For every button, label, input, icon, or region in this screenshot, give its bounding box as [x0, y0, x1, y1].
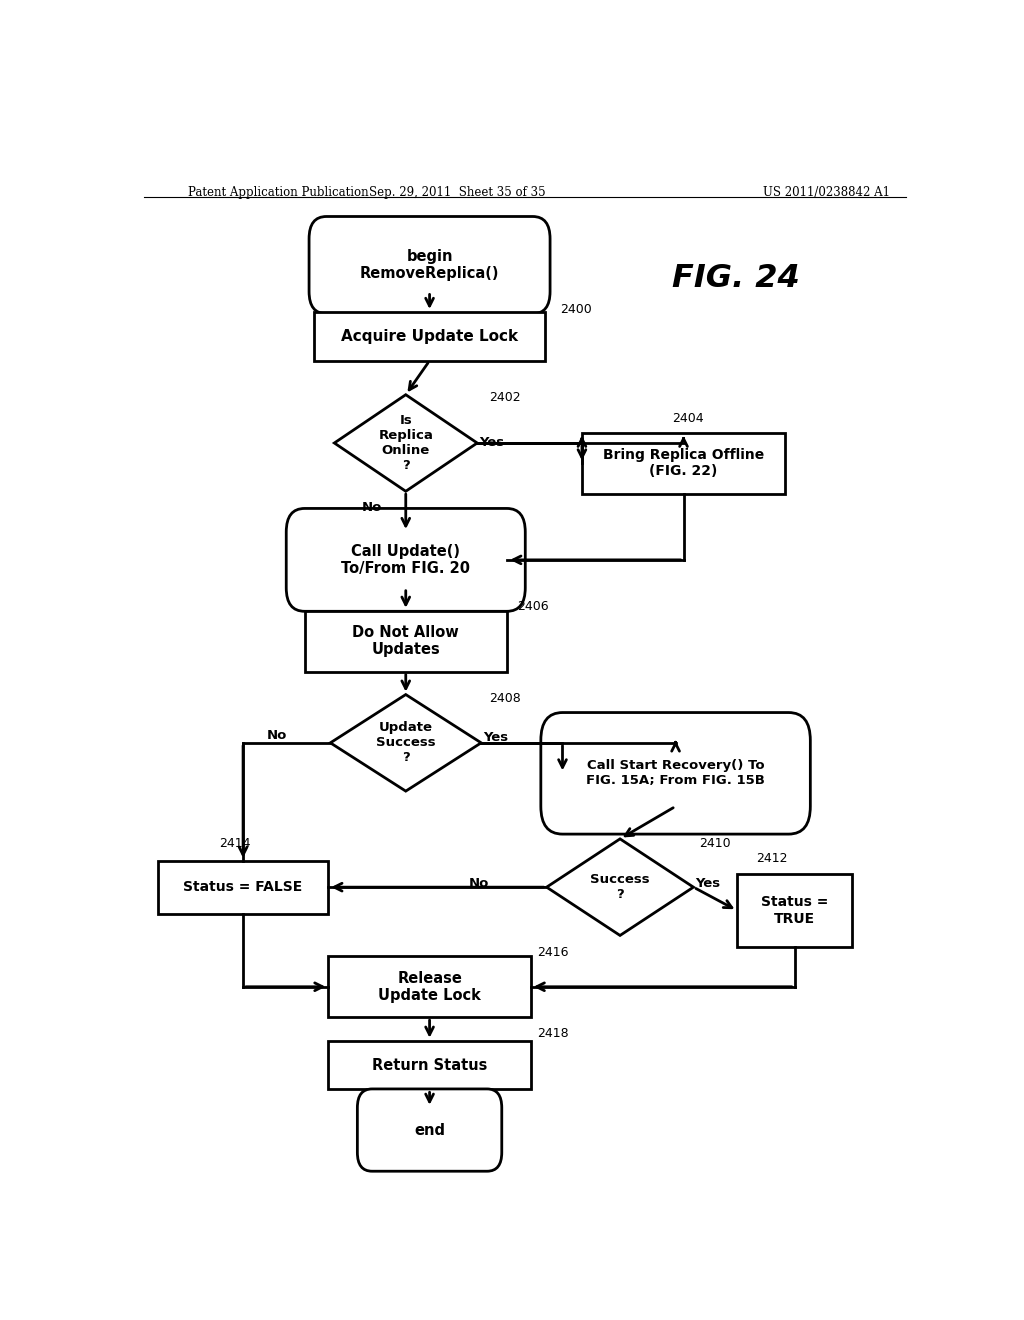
Text: Yes: Yes — [479, 437, 505, 450]
Text: 2400: 2400 — [560, 304, 592, 315]
Text: US 2011/0238842 A1: US 2011/0238842 A1 — [763, 186, 890, 199]
FancyBboxPatch shape — [309, 216, 550, 314]
Text: Success
?: Success ? — [590, 873, 650, 902]
Bar — [583, 433, 784, 494]
Polygon shape — [331, 694, 481, 791]
Text: FIG. 24: FIG. 24 — [672, 263, 800, 294]
Text: No: No — [362, 500, 383, 513]
Text: Yes: Yes — [483, 731, 509, 744]
Text: No: No — [267, 729, 288, 742]
Text: Call Start Recovery() To
FIG. 15A; From FIG. 15B: Call Start Recovery() To FIG. 15A; From … — [586, 759, 765, 787]
Text: 2402: 2402 — [489, 391, 521, 404]
Text: Patent Application Publication: Patent Application Publication — [187, 186, 369, 199]
Text: Status =
TRUE: Status = TRUE — [761, 895, 828, 925]
Text: begin
RemoveReplica(): begin RemoveReplica() — [359, 249, 500, 281]
Text: 2414: 2414 — [219, 837, 251, 850]
Text: 2408: 2408 — [489, 692, 521, 705]
Text: Return Status: Return Status — [372, 1057, 487, 1073]
Text: 2406: 2406 — [517, 599, 549, 612]
Text: Do Not Allow
Updates: Do Not Allow Updates — [352, 624, 459, 657]
Text: end: end — [414, 1122, 445, 1138]
Text: 2404: 2404 — [673, 412, 705, 425]
Text: Yes: Yes — [695, 876, 721, 890]
Text: 2410: 2410 — [699, 837, 731, 850]
Text: Call Update()
To/From FIG. 20: Call Update() To/From FIG. 20 — [341, 544, 470, 576]
Text: No: No — [469, 876, 489, 890]
Text: 2418: 2418 — [537, 1027, 568, 1040]
FancyBboxPatch shape — [357, 1089, 502, 1171]
Text: Acquire Update Lock: Acquire Update Lock — [341, 329, 518, 343]
Text: Status = FALSE: Status = FALSE — [183, 880, 303, 894]
Text: Is
Replica
Online
?: Is Replica Online ? — [378, 414, 433, 473]
Polygon shape — [547, 840, 693, 936]
Text: Sep. 29, 2011  Sheet 35 of 35: Sep. 29, 2011 Sheet 35 of 35 — [369, 186, 546, 199]
Text: Bring Replica Offline
(FIG. 22): Bring Replica Offline (FIG. 22) — [603, 449, 764, 478]
Bar — [304, 611, 507, 672]
Text: 2416: 2416 — [537, 946, 568, 960]
Bar — [329, 956, 530, 1018]
Text: Update
Success
?: Update Success ? — [376, 721, 435, 764]
Bar — [329, 1040, 530, 1089]
FancyBboxPatch shape — [287, 508, 525, 611]
Text: 2412: 2412 — [757, 851, 788, 865]
Bar — [737, 874, 852, 948]
FancyBboxPatch shape — [541, 713, 810, 834]
Bar — [314, 312, 545, 360]
Polygon shape — [334, 395, 477, 491]
Text: Release
Update Lock: Release Update Lock — [378, 970, 481, 1003]
Bar — [158, 861, 329, 913]
